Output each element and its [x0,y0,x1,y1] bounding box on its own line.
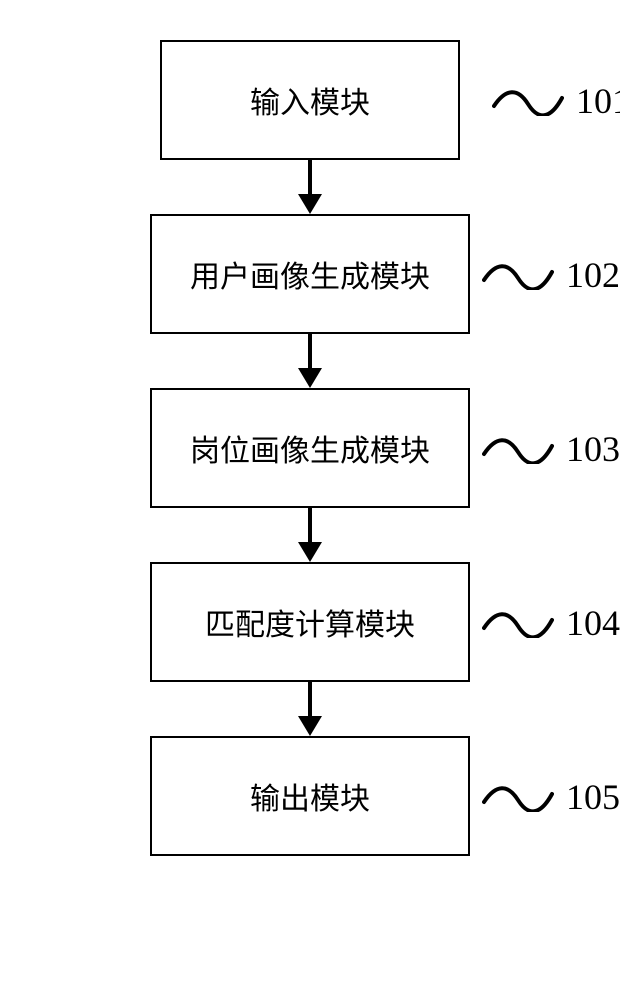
ref-number-104: 104 [482,602,620,644]
flow-node-n5: 输出模块105 [150,736,470,856]
arrow-down-icon [298,160,322,214]
flow-node-n2: 用户画像生成模块102 [150,214,470,334]
arrow-down-icon [298,682,322,736]
node-label: 输入模块 [250,78,370,122]
ref-number-105: 105 [482,776,620,818]
flow-node-n3: 岗位画像生成模块103 [150,388,470,508]
flowchart-container: 输入模块101 用户画像生成模块102 岗位画像生成模块103 匹配度计算模块104 输… [60,40,560,856]
ref-number-103: 103 [482,428,620,470]
ref-number-102: 102 [482,254,620,296]
node-label: 输出模块 [250,774,370,818]
node-label: 用户画像生成模块 [190,252,430,296]
flow-node-n4: 匹配度计算模块104 [150,562,470,682]
ref-number-text: 102 [566,254,620,296]
arrow-down-icon [298,334,322,388]
ref-number-text: 101 [576,80,620,122]
ref-number-101: 101 [492,80,620,122]
ref-number-text: 104 [566,602,620,644]
node-label: 岗位画像生成模块 [190,426,430,470]
ref-number-text: 103 [566,428,620,470]
arrow-down-icon [298,508,322,562]
ref-number-text: 105 [566,776,620,818]
flow-node-n1: 输入模块101 [160,40,460,160]
node-label: 匹配度计算模块 [205,600,415,644]
